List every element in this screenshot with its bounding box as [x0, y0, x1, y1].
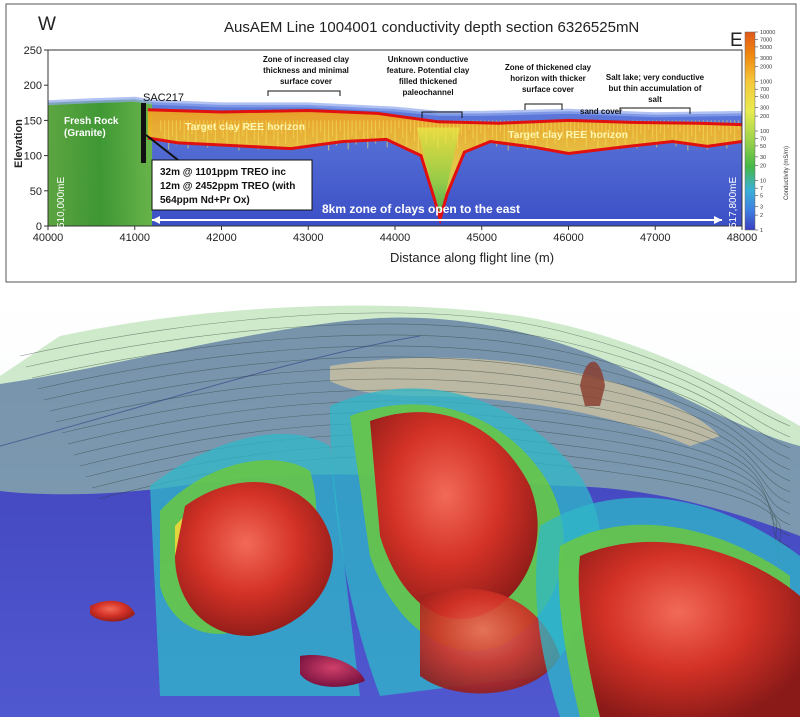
colorbar-tick-label: 500	[760, 94, 769, 100]
colorbar-tick-label: 50	[760, 144, 766, 150]
clay-top-boundary	[147, 108, 743, 127]
clay-base-boundary	[147, 136, 743, 225]
x-tick-label: 44000	[380, 232, 411, 244]
x-tick-label: 45000	[466, 232, 497, 244]
drillhole-label: SAC217	[143, 92, 184, 104]
svg-text:Salt lake; very conductive: Salt lake; very conductive	[606, 73, 705, 82]
zone-increased-clay-note: Zone of increased clay thickness and min…	[263, 55, 350, 96]
svg-text:horizon with thicker: horizon with thicker	[510, 74, 586, 83]
intercept-box: 32m @ 1101ppm TREO inc 12m @ 2452ppm TRE…	[151, 159, 313, 211]
conductivity-depth-section: 40000 41000 42000 43000 44000 45000 46000 47000…	[5, 3, 797, 283]
colorbar-tick-label: 1000	[760, 80, 772, 86]
svg-text:surface cover: surface cover	[280, 77, 332, 86]
west-label: W	[38, 14, 56, 35]
x-tick-label: 48000	[727, 232, 758, 244]
fresh-rock-label-2: (Granite)	[64, 128, 106, 139]
colorbar-tick-label: 20	[760, 164, 766, 170]
x-tick-label: 41000	[119, 232, 150, 244]
annotations: Fresh Rock (Granite) SAC217 Target clay …	[56, 55, 739, 228]
colorbar-tick-label: 200	[760, 114, 769, 120]
x-tick-label: 40000	[33, 232, 64, 244]
x-tick-label: 43000	[293, 232, 324, 244]
3d-conductivity-model	[0, 296, 800, 717]
red-body-east	[578, 541, 800, 717]
sky-area	[48, 50, 742, 115]
drillhole-leader	[145, 134, 179, 161]
svg-text:salt: salt	[648, 95, 662, 104]
y-tick-label: 150	[24, 115, 42, 127]
open-zone-arrow-right-head	[714, 216, 722, 224]
paleochannel-fill	[416, 127, 461, 218]
fresh-rock-label-1: Fresh Rock	[64, 116, 119, 127]
red-body-small-west	[90, 600, 135, 622]
section-outline	[0, 335, 421, 447]
colorbar-tick-label: 7000	[760, 38, 772, 44]
svg-text:but thin accumulation of: but thin accumulation of	[609, 84, 702, 93]
y-axis-label: Elevation	[13, 119, 25, 168]
colorbar-tick-label: 10	[760, 179, 766, 185]
target-horizon-left: Target clay REE horizon	[185, 121, 305, 133]
colorbar-tick-label: 5000	[760, 45, 772, 51]
red-body-west	[175, 482, 333, 636]
colorbar-label: Conductivity (mS/m)	[784, 146, 790, 200]
y-tick-label: 100	[24, 151, 42, 163]
svg-text:12m @ 2452ppm TREO (with: 12m @ 2452ppm TREO (with	[160, 181, 295, 192]
colorbar-tick-label: 10000	[760, 30, 775, 36]
x-axis: 40000 41000 42000 43000 44000 45000 46000 47000…	[33, 226, 758, 244]
svg-text:32m @ 1101ppm TREO inc: 32m @ 1101ppm TREO inc	[160, 167, 286, 178]
sand-cover-note: sand cover	[580, 107, 622, 116]
drillhole-marker	[141, 103, 146, 163]
colorbar-tick-label: 70	[760, 137, 766, 143]
colorbar-tick-label: 300	[760, 105, 769, 111]
x-axis-label: Distance along flight line (m)	[390, 250, 554, 265]
x-tick-label: 46000	[553, 232, 584, 244]
granite-block	[48, 99, 153, 226]
colorbar-tick-label: 7	[760, 186, 763, 192]
y-tick-label: 50	[30, 186, 42, 198]
x-tick-label: 42000	[206, 232, 237, 244]
svg-text:paleochannel: paleochannel	[402, 88, 453, 97]
salt-lake-note: Salt lake; very conductive but thin accu…	[606, 73, 705, 114]
svg-text:Zone of thickened clay: Zone of thickened clay	[505, 63, 592, 72]
chart-title: AusAEM Line 1004001 conductivity depth s…	[224, 19, 639, 36]
colorbar-tick-label: 3000	[760, 56, 772, 62]
colorbar-tick-label: 30	[760, 155, 766, 161]
open-zone-label: 8km zone of clays open to the east	[322, 202, 520, 216]
red-body-central	[370, 412, 538, 619]
y-tick-label: 250	[24, 45, 42, 57]
colorbar-tick-label: 3	[760, 204, 763, 210]
y-tick-label: 200	[24, 80, 42, 92]
y-tick-label: 0	[36, 221, 42, 233]
open-zone-arrow-left-head	[152, 216, 160, 224]
right-easting-label: 517,800mE	[728, 177, 739, 228]
zone-thickened-clay-note: Zone of thickened clay horizon with thic…	[505, 63, 592, 110]
svg-text:Unknown conductive: Unknown conductive	[388, 55, 469, 64]
colorbar-tick-label: 2	[760, 213, 763, 219]
magenta-body-south	[300, 655, 365, 687]
plot-frame	[47, 49, 743, 227]
east-label: E	[730, 30, 743, 51]
y-axis: 0 50 100 150 200 250	[24, 45, 48, 233]
red-body-central-lower	[420, 588, 560, 694]
colorbar-tick-label: 2000	[760, 65, 772, 71]
svg-text:filled thickened: filled thickened	[399, 77, 457, 86]
svg-text:Zone of increased clay: Zone of increased clay	[263, 55, 350, 64]
svg-text:feature. Potential clay: feature. Potential clay	[387, 66, 470, 75]
svg-text:surface cover: surface cover	[522, 85, 574, 94]
left-easting-label: 510,000mE	[56, 177, 67, 228]
drillhole-trace	[580, 361, 605, 406]
surface-elevation-line	[47, 96, 743, 118]
colorbar	[744, 31, 756, 231]
target-horizon-right: Target clay REE horizon	[508, 129, 628, 141]
colorbar-tick-label: 5	[760, 193, 763, 199]
svg-text:thickness and minimal: thickness and minimal	[263, 66, 349, 75]
svg-text:564ppm Nd+Pr Ox): 564ppm Nd+Pr Ox)	[160, 195, 250, 206]
colorbar-tick-label: 700	[760, 87, 769, 93]
colorbar-tick-label: 100	[760, 129, 769, 135]
colorbar-tick-label: 1	[760, 228, 763, 234]
x-tick-label: 47000	[640, 232, 671, 244]
unknown-feature-note: Unknown conductive feature. Potential cl…	[387, 55, 470, 118]
